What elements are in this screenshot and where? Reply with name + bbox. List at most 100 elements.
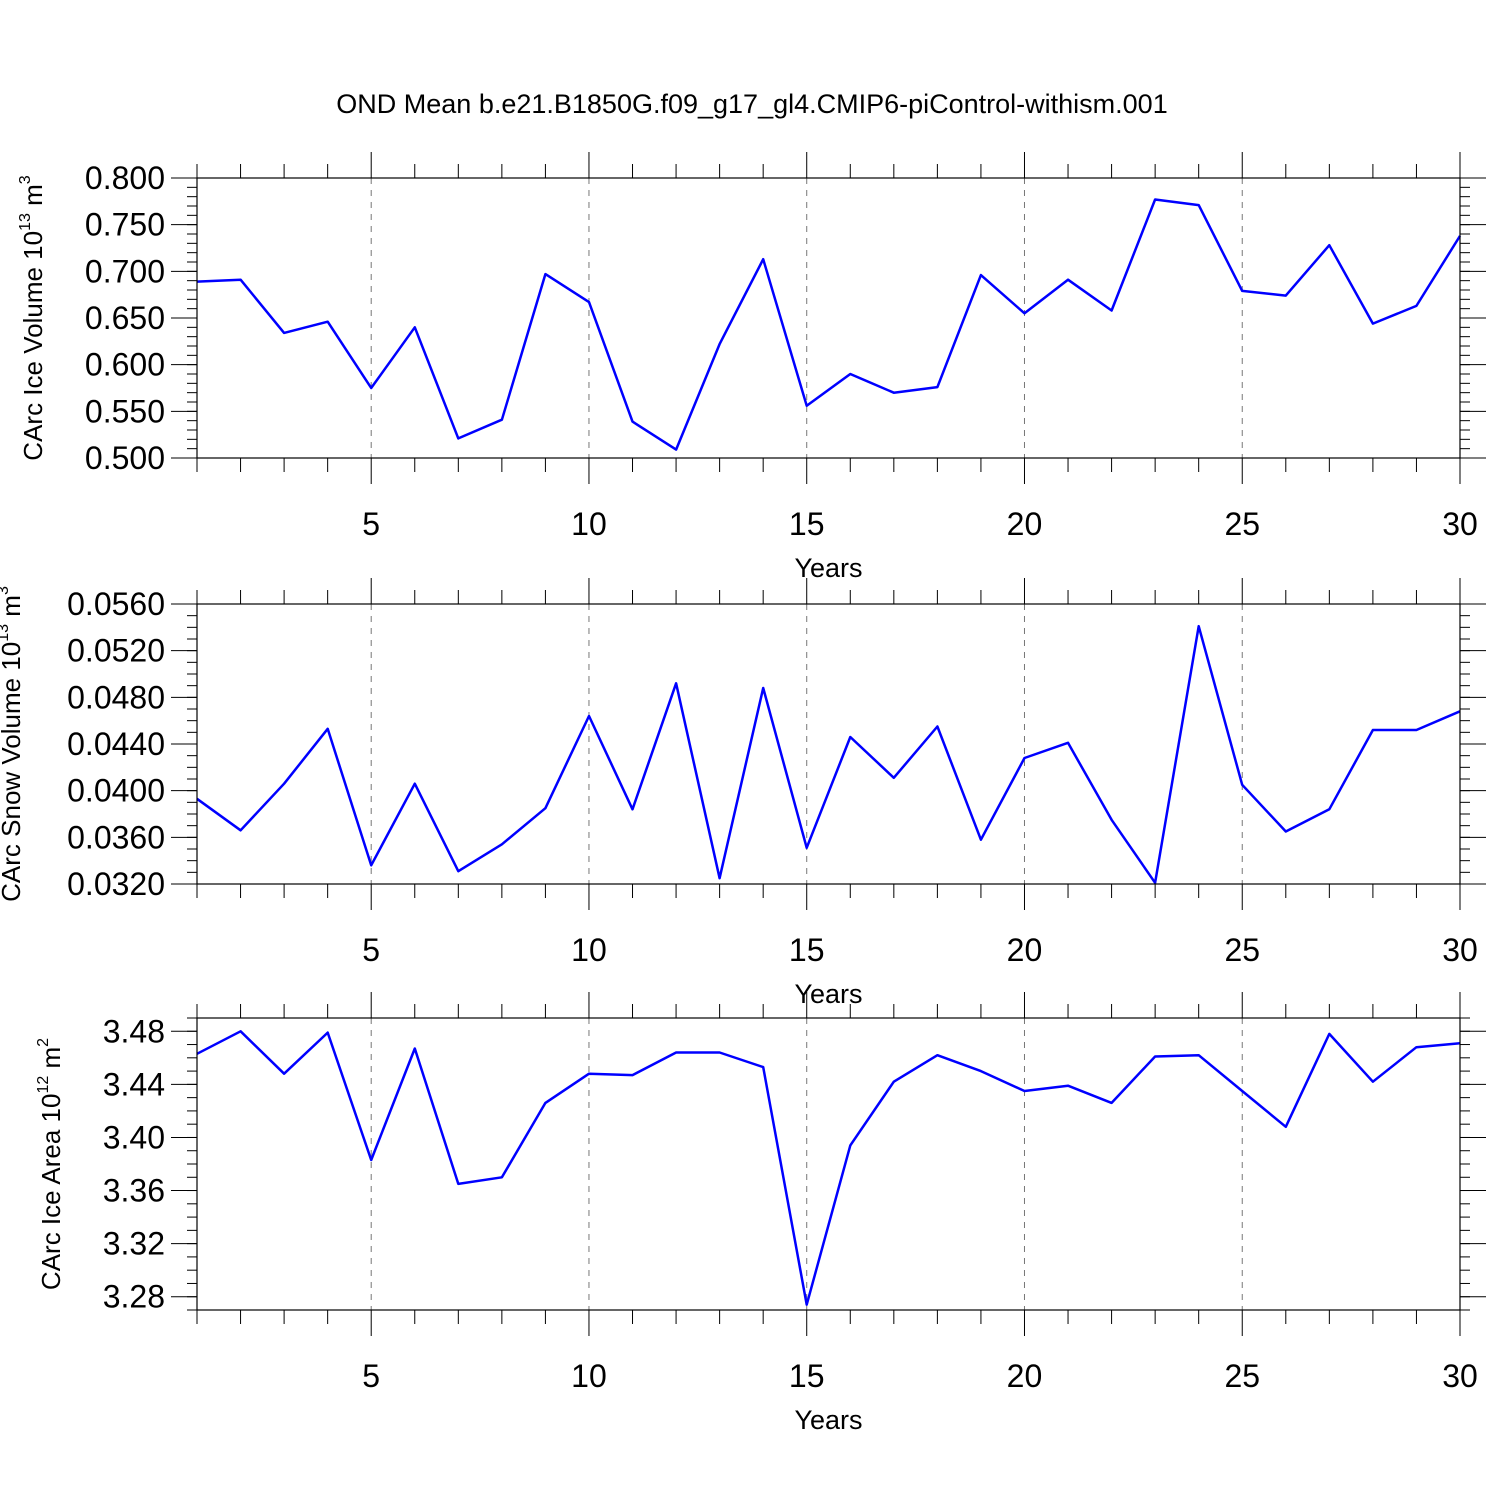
panel1-point-10 <box>587 300 591 304</box>
panel2-point-20 <box>1022 756 1026 760</box>
panel3-ytick-label: 3.48 <box>103 1013 165 1049</box>
panel2-point-7 <box>456 869 460 873</box>
panel3-xtick-label: 15 <box>789 1358 825 1394</box>
panel3-point-28 <box>1371 1080 1375 1084</box>
panel2-point-2 <box>239 828 243 832</box>
panel2-point-4 <box>326 727 330 731</box>
panel2-ytick-label: 0.0560 <box>67 586 165 622</box>
panel3-point-16 <box>848 1143 852 1147</box>
panel3-ylabel-part: 2 <box>35 1038 52 1047</box>
panel2-ylabel-part: 13 <box>0 624 12 642</box>
panel1-ytick-label: 0.550 <box>85 393 165 429</box>
panel2-point-5 <box>369 863 373 867</box>
figure-title: OND Mean b.e21.B1850G.f09_g17_gl4.CMIP6-… <box>336 89 1167 119</box>
panel1-point-3 <box>282 331 286 335</box>
panel1-point-8 <box>500 418 504 422</box>
panel3-point-26 <box>1284 1125 1288 1129</box>
panel2-xtick-label: 25 <box>1224 932 1260 968</box>
panel3-point-24 <box>1197 1053 1201 1057</box>
panel1-point-21 <box>1066 278 1070 282</box>
panel3-ylabel-part: m <box>36 1047 66 1076</box>
panel2-point-22 <box>1110 818 1114 822</box>
panel1-ytick-label: 0.650 <box>85 300 165 336</box>
panel1-ylabel-part: m <box>18 184 48 213</box>
panel1-point-9 <box>543 272 547 276</box>
panel3-xlabel: Years <box>794 1405 862 1435</box>
panel1-point-17 <box>892 391 896 395</box>
panel3-frame <box>196 1017 1461 1311</box>
panel3-series-line <box>196 1030 1461 1306</box>
panel3-point-19 <box>979 1069 983 1073</box>
panel2-point-26 <box>1284 830 1288 834</box>
panel3-point-18 <box>935 1053 939 1057</box>
panel3-xtick-label: 10 <box>571 1358 607 1394</box>
panel1-xtick-label: 30 <box>1442 506 1478 542</box>
panel2-ylabel-part: m <box>0 595 26 624</box>
panel1-xtick-label: 15 <box>789 506 825 542</box>
panel3-point-12 <box>674 1051 678 1055</box>
panel3-point-25 <box>1240 1089 1244 1093</box>
panel1-point-18 <box>935 385 939 389</box>
panel1-xlabel: Years <box>794 553 862 583</box>
panel3-point-4 <box>326 1031 330 1035</box>
panel3-ytick-label: 3.40 <box>103 1119 165 1155</box>
panel2-point-13 <box>718 876 722 880</box>
panel3-point-9 <box>543 1101 547 1105</box>
panel3-ylabel-part: CArc Ice Area 10 <box>36 1094 66 1291</box>
panel1-point-28 <box>1371 322 1375 326</box>
panel2-point-27 <box>1327 807 1331 811</box>
panel1-point-22 <box>1110 309 1114 313</box>
panel3-point-5 <box>369 1158 373 1162</box>
panel1-point-16 <box>848 372 852 376</box>
panel1-ytick-label: 0.750 <box>85 207 165 243</box>
panel3-point-3 <box>282 1072 286 1076</box>
panel2-point-12 <box>674 681 678 685</box>
panel2-point-25 <box>1240 783 1244 787</box>
panel2-point-16 <box>848 735 852 739</box>
panel2-point-24 <box>1197 624 1201 628</box>
panel-snow-volume: 0.0320 0.0360 0.0400 0.0440 0.0480 0.0520 0.05… <box>0 578 1486 1009</box>
panel1-xtick-label: 25 <box>1224 506 1260 542</box>
panel1-point-13 <box>718 342 722 346</box>
panel1-ytick-label: 0.700 <box>85 253 165 289</box>
panel3-ytick-label: 3.32 <box>103 1226 165 1262</box>
panel1-point-14 <box>761 257 765 261</box>
panel1-point-27 <box>1327 243 1331 247</box>
panel3-point-6 <box>413 1047 417 1051</box>
panel2-ytick-label: 0.0520 <box>67 633 165 669</box>
panel1-xtick-label: 5 <box>362 506 380 542</box>
panel3-ytick-label: 3.28 <box>103 1279 165 1315</box>
panel3-xtick-label: 5 <box>362 1358 380 1394</box>
panel-ice-volume: 0.500 0.550 0.600 0.650 0.700 0.750 0.800 5 10 15… <box>17 152 1486 583</box>
panel3-ytick-label: 3.36 <box>103 1173 165 1209</box>
panel1-ytick-label: 0.600 <box>85 347 165 383</box>
panel1-ytick-label: 0.800 <box>85 160 165 196</box>
panel3-point-17 <box>892 1080 896 1084</box>
panel2-ytick-label: 0.0320 <box>67 866 165 902</box>
panel3-point-27 <box>1327 1032 1331 1036</box>
panel1-point-24 <box>1197 203 1201 207</box>
panel2-point-9 <box>543 806 547 810</box>
panel3-point-21 <box>1066 1084 1070 1088</box>
panel3-point-15 <box>805 1303 809 1307</box>
panel3-point-13 <box>718 1051 722 1055</box>
panel3-xtick-label: 30 <box>1442 1358 1478 1394</box>
panel3-xtick-label: 25 <box>1224 1358 1260 1394</box>
panel2-series-line <box>196 624 1461 885</box>
panel1-point-23 <box>1153 197 1157 201</box>
panel2-ylabel-part: CArc Snow Volume 10 <box>0 642 26 902</box>
panel2-point-10 <box>587 714 591 718</box>
panel3-point-10 <box>587 1072 591 1076</box>
panel2-point-19 <box>979 838 983 842</box>
panel3-point-29 <box>1414 1045 1418 1049</box>
panel1-series-line <box>196 198 1462 451</box>
panel1-ylabel-part: 3 <box>17 175 34 184</box>
panel2-ytick-label: 0.0480 <box>67 679 165 715</box>
panel2-point-29 <box>1414 728 1418 732</box>
panel2-point-28 <box>1371 728 1375 732</box>
panel1-frame <box>196 177 1461 459</box>
panel3-point-20 <box>1022 1089 1026 1093</box>
panel1-ytick-label: 0.500 <box>85 440 165 476</box>
panel1-point-6 <box>413 325 417 329</box>
panel2-point-21 <box>1066 741 1070 745</box>
